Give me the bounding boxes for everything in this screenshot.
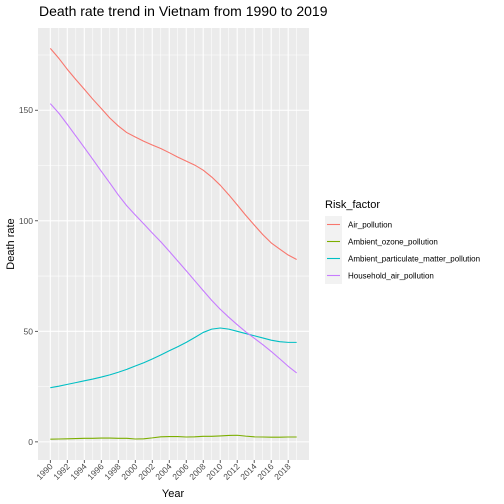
x-tick-label: 1994 <box>68 461 89 482</box>
series-line-household-air-pollution <box>49 103 298 374</box>
x-tick-label: 2010 <box>204 461 225 482</box>
x-tick-label: 2012 <box>221 461 242 482</box>
x-tick-label: 1990 <box>34 461 55 482</box>
y-tick-label: 50 <box>24 326 34 336</box>
minor-gridlines <box>38 28 309 460</box>
x-tick-label: 2018 <box>272 461 293 482</box>
series-lines <box>49 47 298 440</box>
x-tick-label: 2014 <box>238 461 259 482</box>
chart-title: Death rate trend in Vietnam from 1990 to… <box>39 3 328 19</box>
legend-label: Air_pollution <box>348 221 392 230</box>
y-tick-label: 150 <box>19 105 33 115</box>
x-axis-title: Year <box>162 488 185 500</box>
legend: Risk_factor Air_pollution Ambient_ozone_p… <box>325 199 480 284</box>
legend-items: Air_pollution Ambient_ozone_pollution Ambi… <box>325 216 480 284</box>
x-tick-label: 2002 <box>136 461 157 482</box>
legend-title: Risk_factor <box>325 199 380 211</box>
x-tick-label: 2000 <box>119 461 140 482</box>
x-axis: 1990199219941996199820002002200420062008… <box>34 460 293 482</box>
major-gridlines <box>38 28 309 460</box>
x-tick-label: 1992 <box>51 461 72 482</box>
series-line-ambient-particulate-matter-pollution <box>50 327 297 389</box>
x-tick-label: 2016 <box>255 461 276 482</box>
series-line-air-pollution <box>49 47 297 260</box>
legend-label: Ambient_ozone_pollution <box>348 238 438 247</box>
x-tick-label: 2006 <box>170 461 191 482</box>
x-tick-label: 1998 <box>102 461 123 482</box>
plot-panel <box>38 28 309 460</box>
y-axis: 0 50 100 150 <box>19 105 38 447</box>
y-tick-label: 0 <box>28 437 33 447</box>
y-tick-label: 100 <box>19 216 33 226</box>
x-tick-label: 2008 <box>187 461 208 482</box>
legend-label: Household_air_pollution <box>348 272 434 281</box>
y-axis-title: Death rate <box>5 218 17 269</box>
series-line-ambient-ozone-pollution <box>50 434 297 440</box>
x-tick-label: 1996 <box>85 461 106 482</box>
legend-label: Ambient_particulate_matter_pollution <box>348 255 480 264</box>
x-tick-label: 2004 <box>153 461 174 482</box>
